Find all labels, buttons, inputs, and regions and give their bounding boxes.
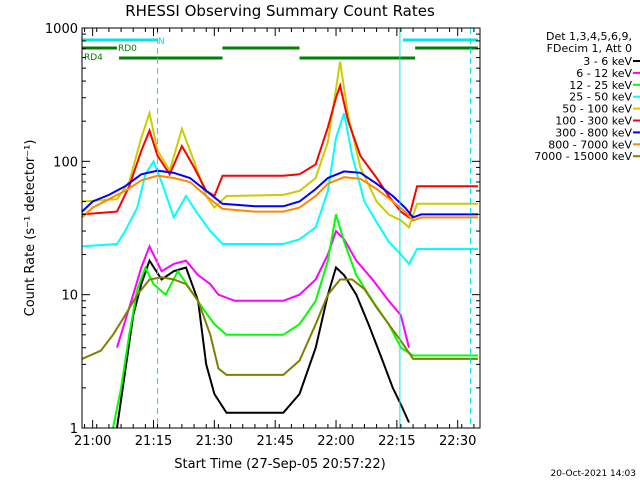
flag-label: RD4 — [84, 53, 103, 63]
series-line — [81, 61, 478, 230]
series-line — [81, 276, 478, 376]
flag-label: N — [158, 37, 165, 47]
vline-group — [157, 28, 472, 428]
x-tick-label: 22:15 — [378, 434, 415, 449]
x-tick-label: 21:30 — [196, 434, 233, 449]
legend-label: 300 - 800 keV — [555, 126, 632, 139]
legend-header-line: FDecim 1, Att 0 — [547, 42, 632, 55]
axes-group: 1 10 100 1000 21:00 21:15 21:30 21:45 22:00 22:15… — [45, 22, 481, 449]
series-line — [81, 174, 478, 222]
series-line — [116, 229, 410, 348]
legend-label: 6 - 12 keV — [576, 67, 632, 80]
plot-frame — [81, 27, 481, 429]
flag-group: N RD0 RD4 — [82, 37, 478, 63]
x-axis-label: Start Time (27-Sep-05 20:57:22) — [174, 457, 385, 472]
chart-title: RHESSI Observing Summary Count Rates — [125, 2, 435, 20]
x-tick-label: 22:30 — [439, 434, 476, 449]
x-tick-label: 22:00 — [317, 434, 354, 449]
legend-label: 50 - 100 keV — [562, 103, 632, 116]
legend-label: 25 - 50 keV — [569, 91, 632, 104]
series-line — [112, 214, 478, 429]
x-tick-label: 21:45 — [256, 434, 293, 449]
series-group — [81, 61, 478, 429]
legend-label: 12 - 25 keV — [569, 79, 632, 92]
y-tick-label: 1000 — [45, 22, 78, 37]
x-tick-label: 21:00 — [74, 434, 111, 449]
series-line — [116, 258, 410, 429]
x-tick-label: 21:15 — [135, 434, 172, 449]
legend-label: 100 - 300 keV — [555, 115, 632, 128]
flag-label: RD0 — [118, 44, 137, 54]
legend-label: 7000 - 15000 keV — [534, 150, 632, 163]
y-tick-label: 10 — [61, 289, 78, 304]
series-line — [81, 81, 478, 220]
legend-header-line: Det 1,3,4,5,6,9, — [546, 30, 632, 43]
legend-label: 3 - 6 keV — [583, 55, 632, 68]
legend-label: 800 - 7000 keV — [548, 138, 632, 151]
footer-timestamp: 20-Oct-2021 14:03 — [551, 469, 636, 479]
y-tick-label: 1 — [70, 422, 78, 437]
series-line — [81, 169, 478, 219]
y-axis-label: Count Rate (s⁻¹ detector⁻¹) — [23, 140, 38, 317]
y-tick-label: 100 — [53, 155, 78, 170]
